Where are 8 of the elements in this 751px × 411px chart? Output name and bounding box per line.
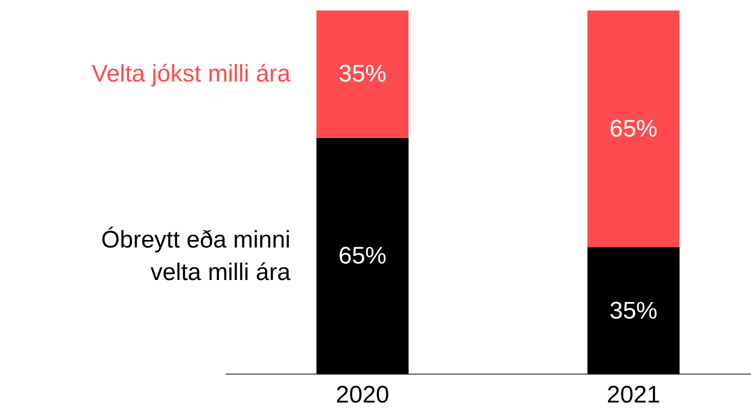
x-tick-label: 2020 (336, 382, 390, 408)
data-label: 35% (609, 297, 658, 324)
series-label: Óbreytt eða minni velta milli ára (101, 226, 292, 286)
data-label: 65% (609, 115, 658, 142)
data-label: 65% (338, 242, 387, 270)
data-label: 35% (338, 60, 387, 88)
series-label: Velta jókst milli ára (92, 60, 292, 88)
x-tick-label: 2021 (606, 382, 660, 408)
